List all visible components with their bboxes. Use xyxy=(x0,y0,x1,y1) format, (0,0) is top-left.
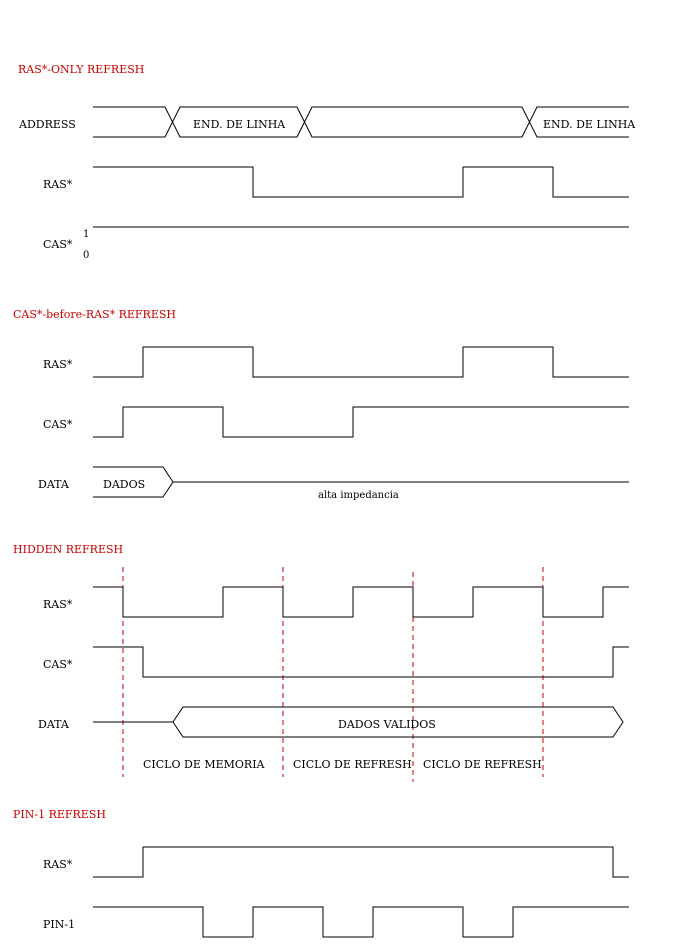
section-ras-only-refresh: RAS*-ONLY REFRESH ADDRESS END. DE LINHA … xyxy=(18,63,636,261)
ras-waveform xyxy=(93,166,629,198)
cycle-markers xyxy=(122,567,544,782)
signal-label-ras: RAS* xyxy=(43,858,73,871)
high-impedance-note: alta impedancia xyxy=(318,490,399,501)
signal-label-ras: RAS* xyxy=(43,598,73,611)
signal-label-cas: CAS* xyxy=(43,418,73,431)
cas-level-low: 0 xyxy=(83,250,89,261)
ras-waveform xyxy=(93,346,629,378)
cas-waveform xyxy=(93,646,629,678)
cycle-label-refresh-2: CICLO DE REFRESH xyxy=(423,758,542,771)
data-field: DADOS xyxy=(103,478,145,491)
data-waveform xyxy=(93,706,624,738)
signal-label-cas: CAS* xyxy=(43,238,73,251)
section-hidden-refresh: HIDDEN REFRESH RAS* CAS* DATA DADOS VALI… xyxy=(13,543,629,782)
signal-label-ras: RAS* xyxy=(43,358,73,371)
signal-label-data: DATA xyxy=(38,718,70,731)
section-pin1-refresh: PIN-1 REFRESH RAS* PIN-1 xyxy=(13,808,629,938)
section-title-hidden: HIDDEN REFRESH xyxy=(13,543,123,556)
address-field-row-1: END. DE LINHA xyxy=(193,118,286,131)
cas-level-high: 1 xyxy=(83,229,89,240)
section-title-pin1: PIN-1 REFRESH xyxy=(13,808,106,821)
signal-label-pin1: PIN-1 xyxy=(43,918,75,931)
ras-waveform xyxy=(93,846,629,878)
address-field-row-2: END. DE LINHA xyxy=(543,118,636,131)
signal-label-data: DATA xyxy=(38,478,70,491)
signal-label-cas: CAS* xyxy=(43,658,73,671)
address-bus-waveform xyxy=(93,106,629,138)
ras-waveform xyxy=(93,586,629,618)
section-cbr-refresh: CAS*-before-RAS* REFRESH RAS* CAS* DATA … xyxy=(13,308,629,501)
section-title-ras-only: RAS*-ONLY REFRESH xyxy=(18,63,144,76)
cycle-label-memory: CICLO DE MEMORIA xyxy=(143,758,266,771)
data-field: DADOS VALIDOS xyxy=(338,718,436,731)
cycle-label-refresh-1: CICLO DE REFRESH xyxy=(293,758,412,771)
cas-waveform xyxy=(93,406,629,438)
signal-label-ras: RAS* xyxy=(43,178,73,191)
signal-label-address: ADDRESS xyxy=(18,118,76,131)
data-waveform xyxy=(93,466,629,498)
section-title-cbr: CAS*-before-RAS* REFRESH xyxy=(13,308,176,321)
pin1-waveform xyxy=(93,906,629,938)
